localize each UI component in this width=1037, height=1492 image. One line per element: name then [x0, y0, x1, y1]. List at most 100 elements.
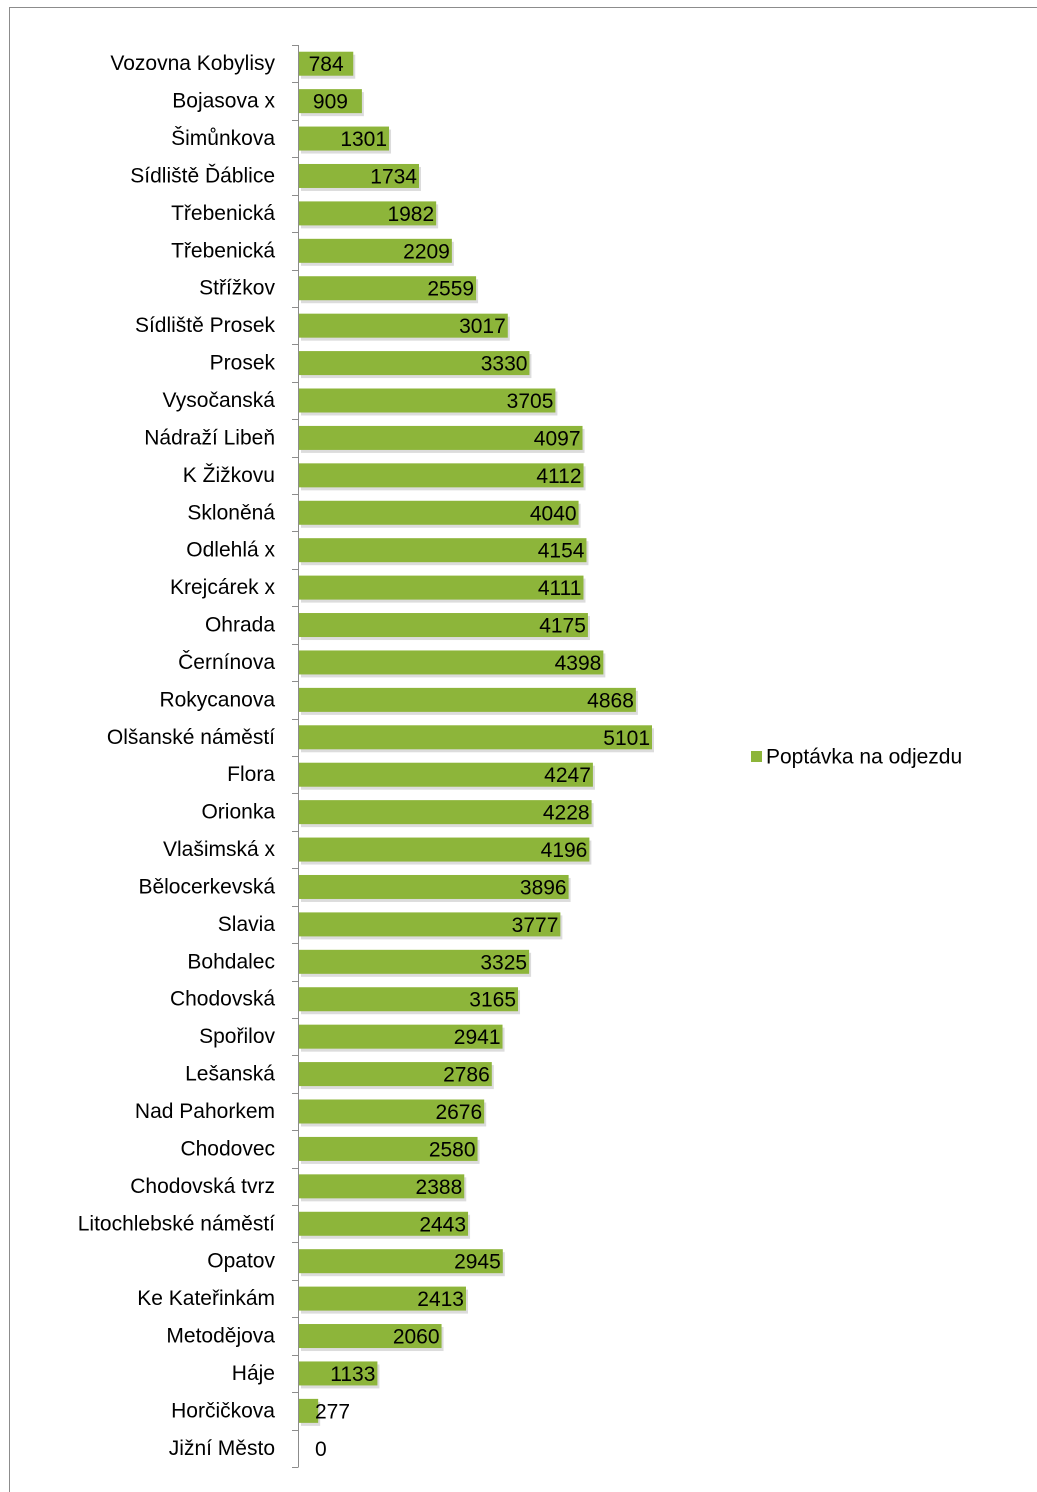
data-label: 3325 — [480, 951, 527, 974]
category-label: Vysočanská — [163, 389, 276, 412]
data-label: 277 — [315, 1400, 350, 1423]
bar — [299, 987, 519, 1012]
data-label: 4040 — [530, 502, 577, 525]
data-label: 4175 — [539, 615, 586, 638]
bar — [299, 1249, 503, 1274]
category-label: Chodovská tvrz — [130, 1175, 275, 1198]
bar — [299, 463, 584, 488]
category-labels: Vozovna Kobylisy Bojasova x Šimůnkova Sídli… — [78, 52, 276, 1460]
category-label: Jižní Město — [169, 1437, 275, 1460]
category-label: Prosek — [210, 352, 276, 375]
data-label: 2676 — [435, 1101, 482, 1124]
bar — [299, 1174, 465, 1199]
category-label: Flora — [227, 763, 275, 786]
bar — [299, 126, 390, 151]
bar — [299, 1324, 442, 1349]
category-label: Háje — [232, 1362, 275, 1385]
bar — [299, 388, 556, 413]
category-label: Šimůnkova — [171, 127, 275, 150]
data-label: 2209 — [403, 240, 450, 263]
bar — [299, 238, 452, 263]
data-label: 2060 — [393, 1326, 440, 1349]
data-label: 2945 — [454, 1251, 501, 1274]
bars-group — [299, 51, 652, 1423]
bar — [299, 687, 636, 712]
bar — [299, 1286, 466, 1311]
data-label: 0 — [315, 1438, 327, 1461]
category-label: Vlašimská x — [163, 838, 276, 861]
bar — [299, 1062, 492, 1087]
bar — [299, 912, 561, 937]
data-label: 2786 — [443, 1064, 490, 1087]
bar — [299, 51, 354, 76]
bar — [299, 425, 583, 450]
bar — [299, 276, 477, 301]
bar — [299, 1024, 503, 1049]
category-label: Chodovec — [180, 1137, 275, 1160]
category-label: Spořilov — [199, 1025, 275, 1048]
data-label: 4868 — [587, 689, 634, 712]
data-label: 3896 — [520, 876, 567, 899]
category-label: Černínova — [178, 651, 275, 674]
bar — [299, 500, 579, 525]
data-label: 2388 — [416, 1176, 463, 1199]
data-label: 4196 — [541, 839, 588, 862]
category-label: Bělocerkevská — [138, 875, 275, 898]
bar — [299, 1136, 478, 1161]
data-label: 4111 — [538, 577, 582, 600]
category-label: Olšanské náměstí — [107, 726, 275, 749]
bar — [299, 1361, 378, 1386]
category-label: Lešanská — [185, 1063, 275, 1086]
category-label: Orionka — [201, 801, 275, 824]
category-label: Metodějova — [166, 1325, 275, 1348]
data-label: 784 — [309, 53, 344, 76]
category-label: Skloněná — [187, 501, 275, 524]
data-label: 4398 — [555, 652, 602, 675]
category-label: Střížkov — [199, 277, 275, 300]
category-label: Ke Kateřinkám — [137, 1287, 275, 1310]
data-label: 3705 — [507, 390, 554, 413]
category-label: Třebenická — [171, 202, 275, 225]
data-label: 5101 — [603, 727, 650, 750]
category-label: Ohrada — [205, 614, 275, 637]
data-label: 1982 — [387, 203, 434, 226]
category-label: Odlehlá x — [186, 539, 275, 562]
data-labels: 784 909 1301 1734 1982 2209 2559 3017 3330 3705 40… — [309, 53, 650, 1461]
bar — [299, 837, 590, 862]
data-label: 909 — [313, 91, 348, 114]
bar — [299, 1398, 319, 1423]
data-label: 4154 — [538, 540, 585, 563]
bar — [299, 949, 530, 974]
bar — [299, 313, 508, 338]
bar — [299, 1211, 469, 1236]
category-label: Bohdalec — [187, 950, 275, 973]
category-label: Litochlebské náměstí — [78, 1212, 275, 1235]
category-axis-ticks — [292, 45, 299, 1468]
data-label: 4228 — [543, 802, 590, 825]
bar — [299, 762, 593, 787]
data-label: 1734 — [370, 165, 417, 188]
category-label: Sídliště Ďáblice — [130, 164, 275, 187]
legend-label: Poptávka na odjezdu — [766, 746, 962, 769]
data-label: 2559 — [427, 278, 474, 301]
bar — [299, 89, 362, 114]
category-label: Nad Pahorkem — [135, 1100, 275, 1123]
bar — [299, 201, 437, 226]
category-label: Třebenická — [171, 239, 275, 262]
bar — [299, 613, 588, 638]
bar — [299, 800, 592, 825]
data-label: 2443 — [419, 1213, 466, 1236]
category-label: Opatov — [207, 1250, 275, 1273]
category-label: Nádraží Libeň — [144, 426, 275, 449]
data-label: 1133 — [330, 1363, 375, 1386]
category-label: Rokycanova — [159, 688, 275, 711]
bar — [299, 575, 584, 600]
category-label: Bojasova x — [172, 90, 275, 113]
category-label: Vozovna Kobylisy — [110, 52, 275, 75]
category-label: Sídliště Prosek — [135, 314, 276, 337]
bar — [299, 351, 530, 376]
data-label: 3330 — [481, 353, 528, 376]
data-label: 2413 — [417, 1288, 464, 1311]
data-label: 3165 — [469, 989, 516, 1012]
